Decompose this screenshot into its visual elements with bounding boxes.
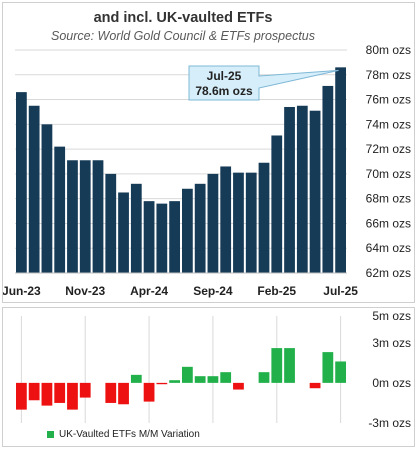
- variation-bar: [233, 382, 244, 390]
- bar: [194, 183, 206, 273]
- bar: [296, 105, 308, 273]
- y-tick-label: -3m ozs: [368, 416, 411, 430]
- chart-title: and incl. UK-vaulted ETFs: [93, 10, 273, 26]
- bar: [309, 110, 321, 273]
- variation-bar: [28, 382, 40, 401]
- x-tick-label: Apr-24: [130, 284, 168, 298]
- variation-bar: [67, 382, 78, 410]
- variation-bar: [322, 352, 334, 383]
- bar: [258, 162, 270, 273]
- x-tick-label: Sep-24: [193, 284, 233, 298]
- variation-bar: [258, 372, 270, 383]
- variation-bar: [194, 376, 206, 383]
- y-tick-label: 70m ozs: [366, 167, 411, 181]
- chart-legend: UK-Vaulted ETFs M/M Variation: [47, 429, 200, 440]
- bar: [105, 173, 117, 273]
- bar: [182, 188, 193, 273]
- bar: [54, 146, 66, 273]
- bar: [118, 192, 129, 273]
- bar: [322, 85, 334, 273]
- variation-bar: [105, 382, 117, 403]
- bottom-variation-chart: -3m ozs 0m ozs 3m ozs 5m ozs: [16, 309, 411, 430]
- variation-bar: [271, 348, 283, 383]
- bar: [233, 172, 244, 273]
- y-tick-label: 64m ozs: [366, 241, 411, 255]
- callout-label-date: Jul-25: [207, 69, 242, 83]
- y-tick-label: 5m ozs: [372, 309, 411, 323]
- bar: [271, 135, 283, 273]
- variation-bar: [41, 382, 53, 406]
- variation-bar: [54, 382, 66, 403]
- callout-label-value: 78.6m ozs: [195, 84, 253, 98]
- legend-label: UK-Vaulted ETFs M/M Variation: [59, 429, 200, 440]
- y-tick-label: 78m ozs: [366, 68, 411, 82]
- variation-bar: [79, 382, 91, 398]
- variation-bar: [335, 361, 346, 383]
- y-tick-label: 3m ozs: [372, 336, 411, 350]
- y-tick-label: 76m ozs: [366, 93, 411, 107]
- variation-bar: [207, 376, 219, 383]
- variation-bar: [118, 382, 129, 405]
- bar: [41, 124, 53, 273]
- bar: [335, 67, 346, 273]
- bar: [207, 173, 219, 273]
- y-tick-label: 0m ozs: [372, 376, 411, 390]
- bar: [143, 201, 155, 273]
- variation-bar: [220, 372, 232, 383]
- variation-bar: [182, 366, 193, 383]
- callout-box: [188, 65, 260, 101]
- bottom-chart-panel: -3m ozs 0m ozs 3m ozs 5m ozs UK-Vaulted ETF…: [2, 307, 415, 447]
- variation-bar: [156, 382, 168, 385]
- y-tick-label: 74m ozs: [366, 117, 411, 131]
- x-tick-label: Nov-23: [65, 284, 105, 298]
- variation-bar: [143, 382, 155, 402]
- bar: [156, 203, 168, 273]
- top-chart-panel: and incl. UK-vaulted ETFs Source: World …: [2, 2, 415, 303]
- variation-bar: [169, 380, 180, 383]
- bar: [28, 105, 40, 273]
- y-tick-label: 80m ozs: [366, 43, 411, 57]
- bar: [284, 106, 295, 273]
- variation-bar: [16, 382, 27, 410]
- bar: [16, 92, 27, 273]
- x-tick-label: Jul-25: [323, 284, 358, 298]
- callout-seam: [258, 76, 260, 88]
- y-tick-label: 72m ozs: [366, 142, 411, 156]
- bar: [130, 183, 142, 273]
- x-tick-label: Feb-25: [257, 284, 296, 298]
- legend-swatch: [47, 431, 54, 438]
- variation-bar: [130, 374, 142, 383]
- variation-bar: [309, 382, 321, 389]
- y-tick-label: 68m ozs: [366, 192, 411, 206]
- bar: [67, 160, 78, 273]
- bar: [79, 160, 91, 273]
- top-bar-chart: 62m ozs 64m ozs 66m ozs 68m ozs 70m ozs 72m o…: [3, 43, 411, 298]
- y-tick-label: 62m ozs: [366, 266, 411, 280]
- chart-subtitle: Source: World Gold Council & ETFs prospe…: [51, 29, 315, 43]
- y-tick-label: 66m ozs: [366, 216, 411, 230]
- x-tick-label: Jun-23: [3, 284, 41, 298]
- bar: [220, 166, 232, 273]
- bar: [245, 172, 257, 273]
- callout-pointer: [258, 69, 339, 89]
- bar: [169, 201, 180, 273]
- variation-bar: [284, 348, 295, 383]
- bar: [92, 160, 104, 273]
